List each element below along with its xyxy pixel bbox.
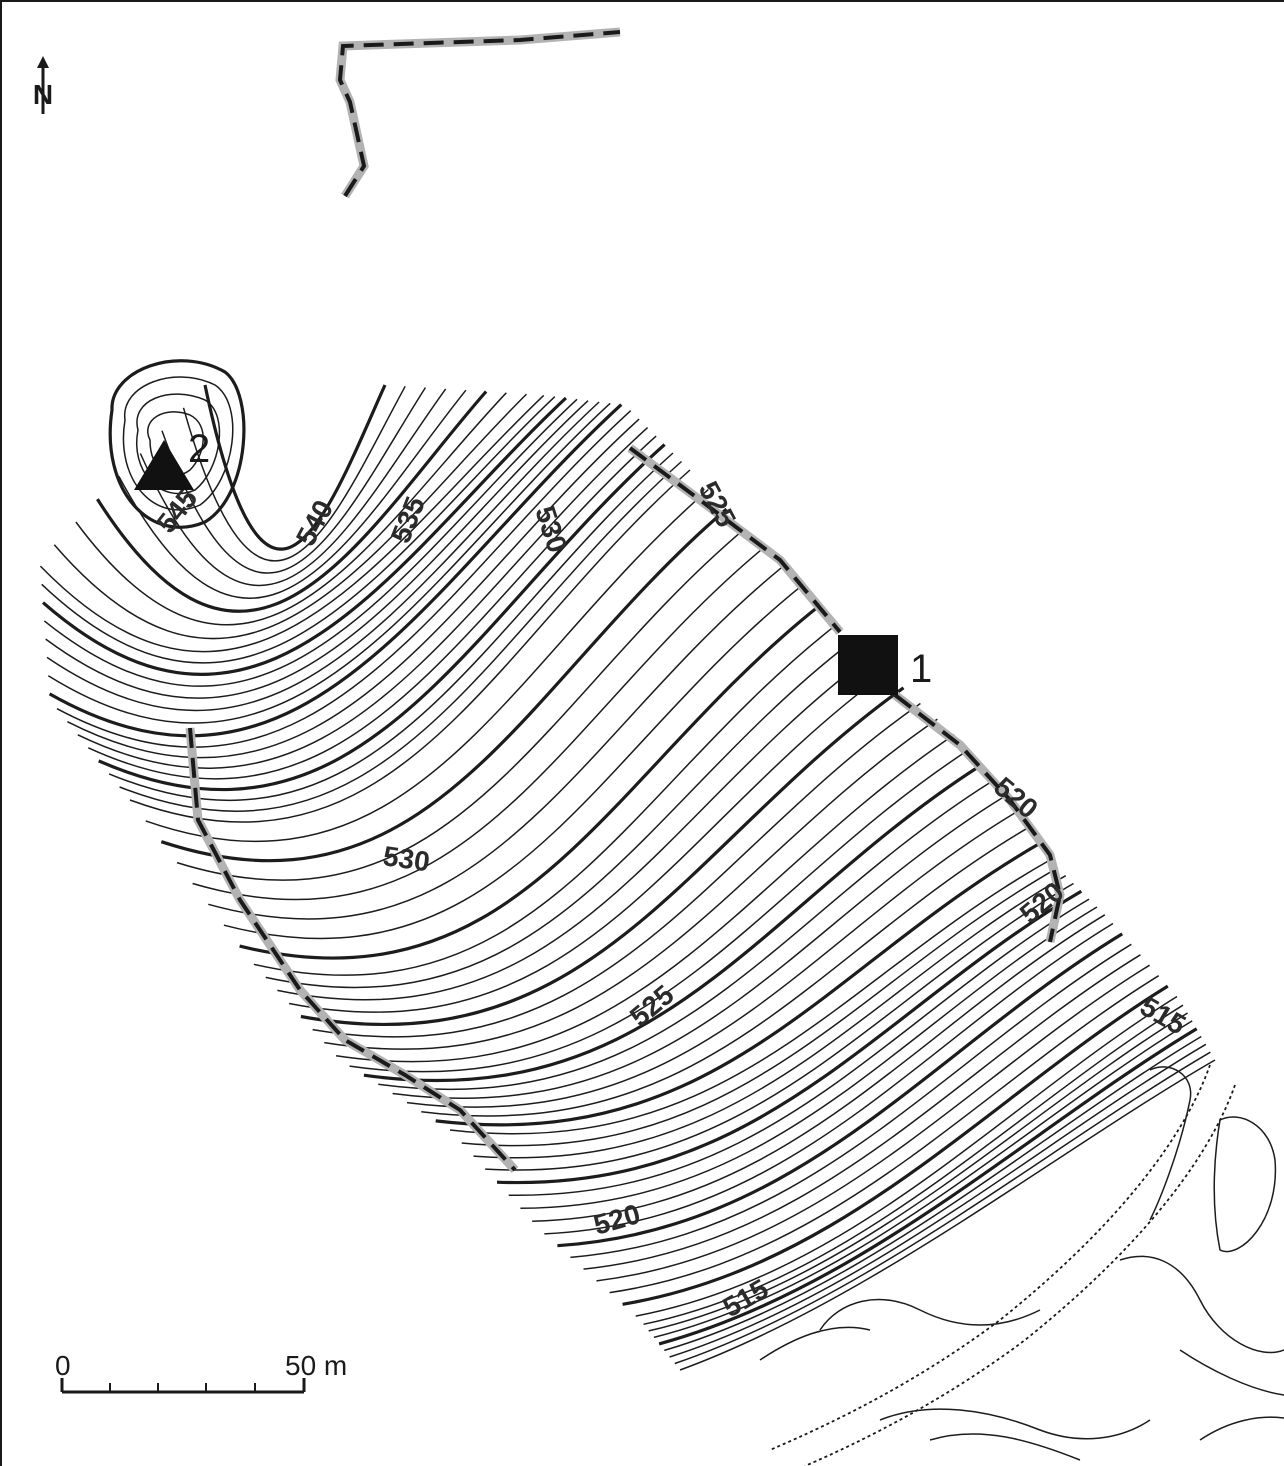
contour-line [349,749,969,1073]
contour-line [669,1043,1207,1358]
contour-line [658,1027,1198,1346]
contour-line [208,567,782,920]
lowland-contours [759,1066,1284,1461]
contour-line [508,898,1090,1196]
contour-line [47,402,611,724]
marker-2-label: 2 [188,427,210,471]
contour-line [643,1004,1184,1326]
contour-line [45,400,589,699]
contour-line [253,624,837,976]
contour-line [48,403,623,738]
contour-line [324,718,938,1050]
contour-line [67,418,640,759]
scale-end-label: 50 m [285,1350,347,1381]
marker-2: 2 [134,427,210,490]
contour-line [46,401,600,712]
contour-line [75,392,507,626]
contour-label-530-center: 530 [381,840,432,877]
scale-bar: 0 50 m [55,1350,347,1394]
contour-line [203,384,387,551]
contour-line [653,1020,1193,1339]
contour-line [406,812,1016,1108]
contour-line [77,427,649,769]
contour-line [160,507,728,863]
valley-path [185,727,519,1174]
contour-line [129,469,691,823]
contour-line [239,605,819,960]
contour-label-535: 535 [385,492,431,547]
contour-line [583,954,1141,1270]
top-path [335,27,621,199]
contour-line [622,984,1169,1306]
ridge-path [627,444,1065,943]
contour-line [449,859,1051,1135]
contour-line [145,489,709,843]
contour-line [182,385,406,562]
contour-line [139,388,447,587]
contour-line [520,906,1098,1210]
contour-line [363,764,981,1082]
marker-1-label: 1 [910,647,932,691]
contour-line [674,1051,1211,1365]
contour-line [119,460,682,812]
contour-line [288,671,887,1013]
contour-line [679,1059,1216,1371]
contour-line [473,875,1067,1159]
contour-line [609,975,1160,1294]
north-arrow-icon: N [33,56,53,114]
contour-line [56,410,632,748]
contour-line [277,655,871,1001]
contour-line [118,389,467,599]
contour-line [635,995,1178,1317]
contour-line [39,394,545,653]
contour-line [53,393,528,640]
contour-label-515-east: 515 [1135,990,1191,1040]
scale-start-label: 0 [55,1350,71,1381]
contour-line [570,943,1132,1259]
contour-line [421,828,1027,1117]
contour-line [41,396,567,676]
contour-line [335,734,955,1063]
contour-label-530-north: 530 [529,502,573,556]
contour-line [435,842,1040,1127]
contour-line [485,882,1074,1171]
contour-line [664,1035,1202,1352]
triangle-marker-icon [134,440,194,490]
contour-line [43,398,578,687]
contour-line [108,452,674,802]
contour-line [98,443,666,792]
contour-line [378,781,992,1090]
contour-line [300,686,905,1027]
square-marker-icon [838,635,898,695]
north-label: N [33,79,53,110]
marker-1: 1 [838,635,932,695]
contour-line [544,922,1114,1235]
contour-line [176,528,746,881]
contour-line [41,396,556,664]
contour-line [392,796,1004,1099]
contour-line [312,702,921,1038]
contour-line [532,914,1106,1223]
contour-lines [39,384,1216,1371]
contour-line [265,640,854,989]
contour-line [648,1012,1188,1332]
contour-line [96,390,488,613]
contour-label-515-south: 515 [718,1273,774,1323]
road [769,1064,1236,1466]
contour-line [461,867,1059,1147]
contour-line [223,586,801,940]
contour-line [192,547,764,901]
contour-label-525-center: 525 [624,979,680,1033]
contour-line [557,932,1124,1248]
contour-line [596,964,1150,1282]
contour-line [496,889,1083,1185]
